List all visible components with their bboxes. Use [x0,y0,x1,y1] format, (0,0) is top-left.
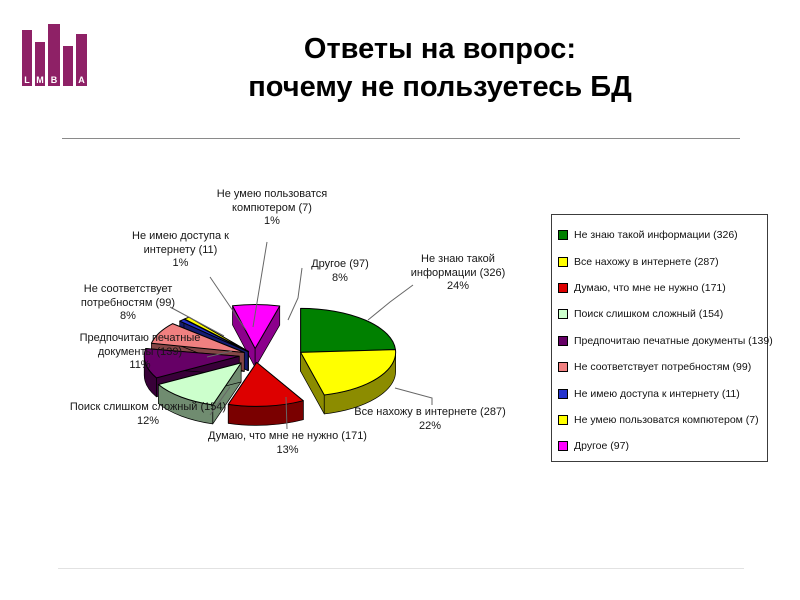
logo-dot [38,32,41,35]
callout-text: Не соответствует потребностям (99) [80,283,176,309]
leader-line [206,350,233,358]
callout-percent: 22% [418,419,442,432]
legend-color-swatch [558,335,568,346]
pie-slice [300,349,397,396]
logo-bar: M [35,42,45,86]
leader-line [169,306,225,337]
pie-slice [231,304,281,350]
leader-line [285,396,288,430]
legend-label: Поиск слишком сложный (154) [574,308,724,321]
leader-line [394,387,433,405]
bottom-divider-line [58,568,744,569]
callout-text: Поиск слишком сложный (154) [69,401,227,413]
pie-chart-svg [143,241,433,430]
legend-item: Все нахожу в интернете (287) [558,248,767,274]
legend-label: Не имею доступа к интернету (11) [574,387,740,400]
legend-color-swatch [558,230,568,241]
pie-callout-label: Другое (97) 8% [295,258,385,285]
legend-label: Предпочитаю печатные документы (139) [574,334,773,347]
legend-item: Не умею пользоватся компютером (7) [558,407,767,433]
pie-slice [179,318,249,353]
pie-callout-label: Не имею доступа к интернету (11) 1% [118,230,243,271]
legend-color-swatch [558,256,568,267]
legend-color-swatch [558,414,568,425]
callout-percent: 8% [332,271,348,284]
pie-slice [227,361,304,407]
logo-letter: B [50,75,58,85]
legend-label: Не знаю такой информации (326) [574,229,738,242]
callout-text: Другое (97) [311,258,369,270]
pie-callout-label: Не знаю такой информации (326) 24% [400,253,516,294]
pie-callout-label: Поиск слишком сложный (154) 12% [68,401,228,428]
callout-text: Предпочитаю печатные документы (139) [79,332,201,358]
leader-line [209,276,247,331]
slide-title-line1: Ответы на вопрос: [303,33,577,65]
callout-text: Все нахожу в интернете (287) [354,406,506,418]
logo-bar: L [22,30,32,86]
legend-item: Не соответствует потребностям (99) [558,354,767,380]
legend-item: Не знаю такой информации (326) [558,222,767,248]
logo-bar: B [48,24,60,86]
legend-label: Думаю, что мне не нужно (171) [574,281,726,294]
pie-callout-label: Не умею пользоватся компютером (7) 1% [197,188,347,229]
legend-color-swatch [558,282,568,293]
pie-callout-label: Не соответствует потребностям (99) 8% [63,283,193,324]
legend-label: Другое (97) [574,440,629,453]
callout-percent: 1% [264,215,280,227]
legend-color-swatch [558,362,568,373]
leader-line [367,284,414,321]
legend-item: Думаю, что мне не нужно (171) [558,275,767,301]
logo-letter: L [24,75,30,85]
pie-callout-label: Предпочитаю печатные документы (139) 11% [65,332,215,373]
pie-slice [157,362,242,406]
slide-title-line2: почему не пользуетесь БД [248,71,632,103]
callout-percent: 1% [172,257,189,269]
legend-item: Предпочитаю печатные документы (139) [558,328,773,354]
lmba-logo: L M B A [22,8,92,90]
legend-item: Поиск слишком сложный (154) [558,301,767,327]
legend-color-swatch [558,441,568,452]
slide-title: Ответы на вопрос: почему не пользуетесь … [110,30,770,106]
legend-label: Не умею пользоватся компютером (7) [574,413,759,426]
pie-chart-area: Не знаю такой информации (326) 24% Все нах… [60,180,773,492]
pie-slice [150,323,245,354]
callout-percent: 24% [446,280,470,292]
callout-text: Не имею доступа к интернету (11) [132,230,229,256]
logo-bar: A [76,34,87,86]
callout-text: Не умею пользоватся компютером (7) [216,188,328,214]
callout-percent: 12% [136,414,160,427]
callout-percent: 8% [120,310,136,322]
pie-callout-label: Все нахожу в интернете (287) 22% [350,406,510,433]
legend-color-swatch [558,309,568,320]
logo-letter: A [78,75,85,85]
legend-item: Другое (97) [558,433,767,459]
pie-callout-label: Думаю, что мне не нужно (171) 13% [200,430,375,457]
logo-bar [63,46,73,86]
callout-percent: 11% [129,359,151,371]
logo-letter: M [36,75,44,85]
title-divider-line [62,138,740,139]
legend-label: Не соответствует потребностям (99) [574,361,752,374]
legend-item: Не имею доступа к интернету (11) [558,380,767,406]
chart-legend: Не знаю такой информации (326) Все нахожу… [551,214,773,462]
leader-line [252,241,268,328]
leader-line [209,386,231,416]
leader-line [287,267,303,321]
legend-color-swatch [558,388,568,399]
callout-text: Не знаю такой информации (326) [410,253,506,279]
callout-text: Думаю, что мне не нужно (171) [208,430,367,442]
legend-label: Все нахожу в интернете (287) [574,255,719,268]
pie-slice [300,307,396,353]
pie-slice [143,347,240,379]
callout-percent: 13% [276,443,299,456]
